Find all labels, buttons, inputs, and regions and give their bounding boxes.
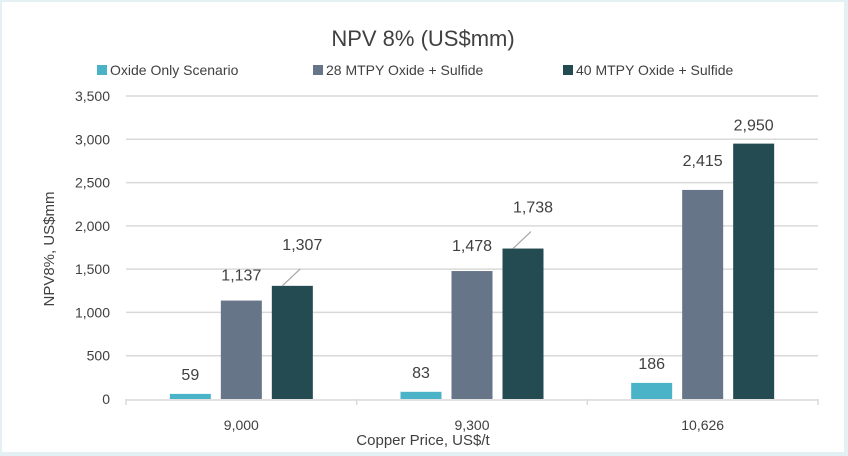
y-tick-label: 0: [102, 391, 110, 407]
data-label: 1,137: [221, 268, 261, 285]
legend-entry: 28 MTPY Oxide + Sulfide: [326, 62, 484, 78]
gridlines: 0 500 1,000 1,500 2,000 2,500 3,000 3,500: [75, 88, 818, 407]
x-axis-label: Copper Price, US$/t: [356, 432, 490, 449]
x-tick-label: 9,300: [454, 417, 489, 433]
bars: 59 83 186 1,137 1,478 2,415 1,307 1,738 2,950: [169, 118, 775, 399]
y-tick-label: 500: [87, 348, 111, 364]
bar: [682, 189, 724, 399]
data-label: 2,415: [683, 153, 723, 170]
chart-container: NPV 8% (US$mm) Oxide Only Scenario 28 MTP…: [2, 2, 844, 452]
leader-line: [281, 268, 301, 287]
bar: [271, 285, 313, 399]
bar: [400, 391, 442, 399]
x-tick-label: 10,626: [681, 417, 724, 433]
legend-entry: Oxide Only Scenario: [110, 62, 239, 78]
data-label: 59: [181, 367, 199, 384]
chart-title: NPV 8% (US$mm): [331, 26, 514, 51]
bar: [733, 143, 775, 399]
npv-bar-chart: NPV 8% (US$mm) Oxide Only Scenario 28 MTP…: [41, 26, 819, 449]
data-label: 2,950: [734, 118, 774, 135]
y-tick-label: 2,000: [75, 218, 110, 234]
legend: Oxide Only Scenario 28 MTPY Oxide + Sulfi…: [97, 62, 734, 78]
y-tick-label: 3,500: [75, 88, 110, 104]
y-tick-label: 2,500: [75, 175, 110, 191]
data-label: 1,738: [513, 200, 553, 217]
leader-line: [512, 231, 532, 249]
y-tick-label: 3,000: [75, 131, 110, 147]
bar: [451, 271, 493, 399]
legend-swatch: [563, 65, 573, 75]
bar: [169, 393, 211, 399]
data-label: 1,307: [282, 237, 322, 254]
y-tick-label: 1,000: [75, 304, 110, 320]
bar: [502, 248, 544, 399]
legend-entry: 40 MTPY Oxide + Sulfide: [576, 62, 734, 78]
legend-swatch: [313, 65, 323, 75]
y-axis-label: NPV8%, US$mm: [41, 191, 58, 306]
legend-swatch: [97, 65, 107, 75]
data-label: 1,478: [452, 238, 492, 255]
bar: [631, 382, 673, 399]
bar: [220, 300, 262, 399]
data-label: 83: [412, 365, 430, 382]
x-axis: 9,000 9,300 10,626: [125, 399, 819, 433]
data-label: 186: [638, 356, 665, 373]
y-tick-label: 1,500: [75, 261, 110, 277]
x-tick-label: 9,000: [224, 417, 259, 433]
